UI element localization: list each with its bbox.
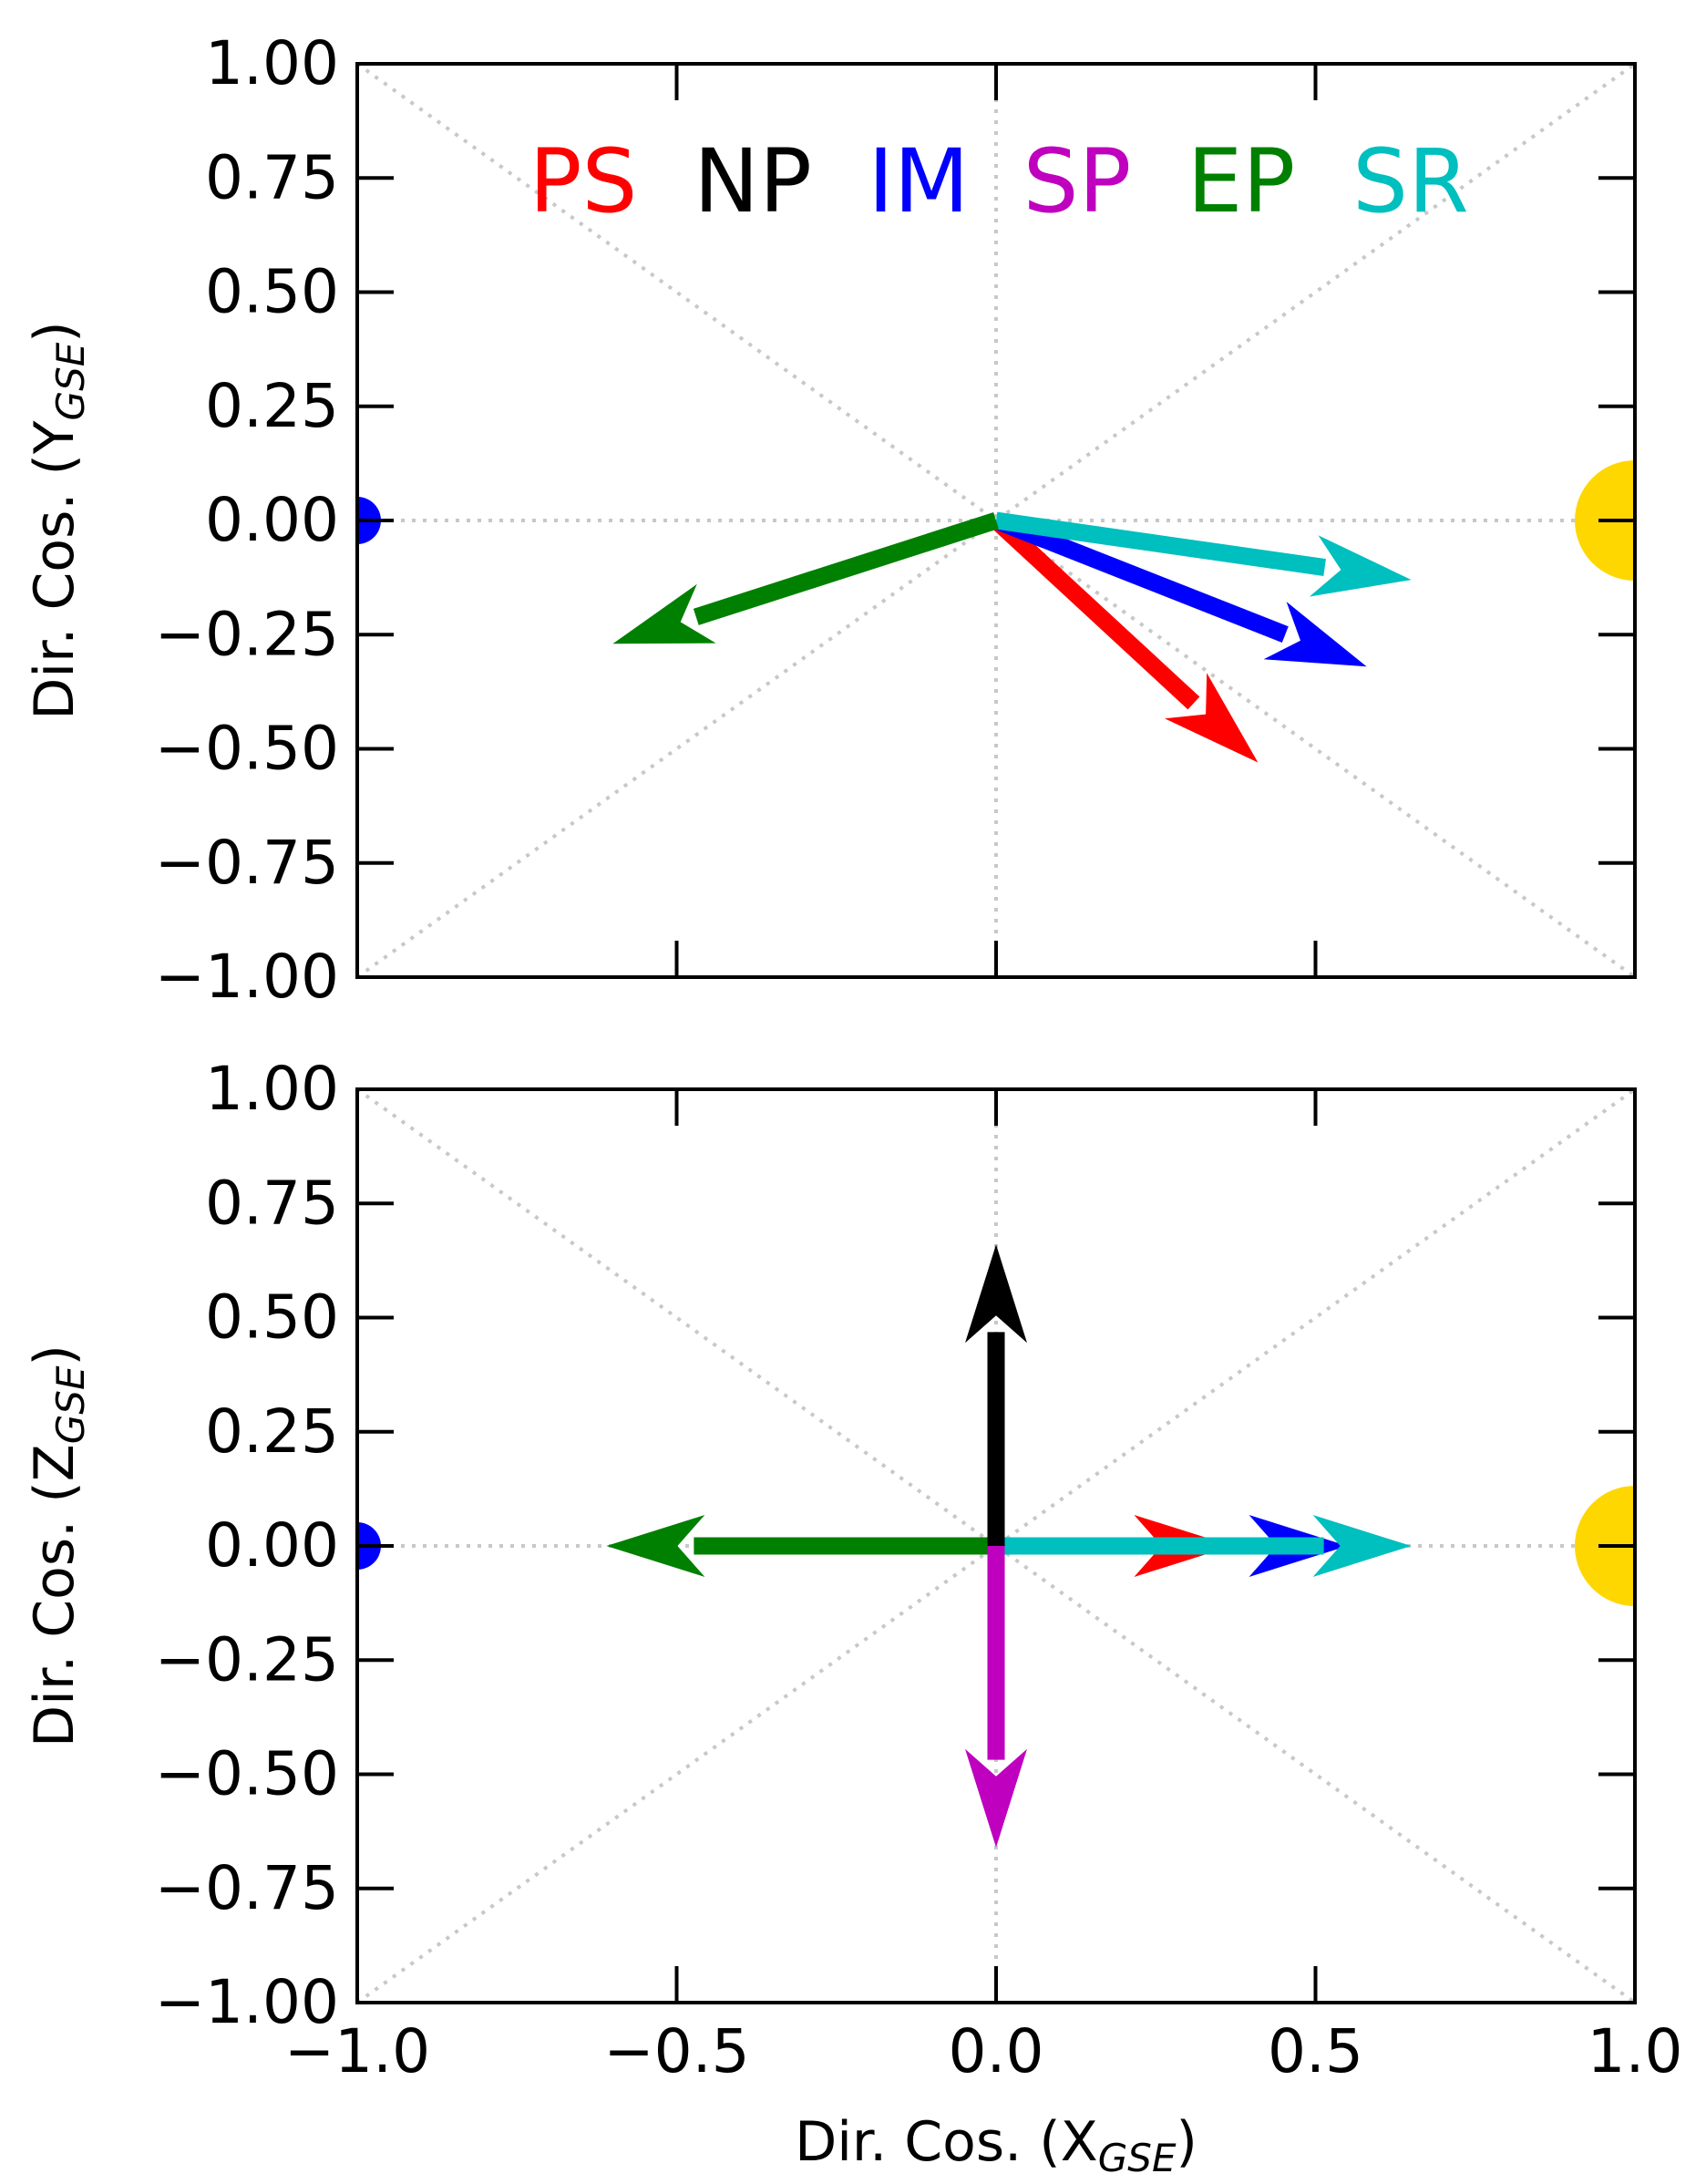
- y-tick-label: −0.25: [155, 599, 339, 669]
- vector-head: [1312, 1515, 1412, 1577]
- y-tick-label: −0.50: [155, 1739, 339, 1809]
- vector-ps: [990, 514, 1259, 763]
- top-panel-y-axis-label: Dir. Cos. (YGSE): [23, 321, 93, 719]
- x-tick-label: −0.5: [603, 2016, 749, 2086]
- vector-ep: [612, 511, 999, 644]
- vector-shaft: [992, 512, 1289, 643]
- y-tick-label: 0.25: [205, 371, 339, 441]
- top-panel-ticks: 1.00 0.75 0.50 0.25 0.00 −0.25 −0.50 −0.75 −1.00: [155, 28, 1637, 1012]
- y-tick-label: 1.00: [205, 28, 339, 98]
- legend-entry-sr: SR: [1352, 130, 1469, 232]
- vector-shaft: [693, 511, 999, 625]
- x-tick-label: 1.0: [1588, 2016, 1683, 2086]
- top-panel-vectors: [612, 511, 1412, 763]
- legend-entry-ep: EP: [1187, 130, 1296, 232]
- vector-sr: [996, 1515, 1412, 1577]
- y-tick-label: −1.00: [155, 1967, 339, 2037]
- vector-head: [965, 1748, 1027, 1848]
- y-tick-label: −0.75: [155, 1853, 339, 1923]
- vector-head: [1263, 602, 1367, 667]
- x-tick-label: 0.5: [1268, 2016, 1363, 2086]
- y-tick-label: 0.00: [205, 485, 339, 555]
- vector-head: [612, 583, 716, 644]
- legend-entry-ps: PS: [529, 130, 638, 232]
- y-tick-label: −0.25: [155, 1624, 339, 1695]
- vector-shaft: [994, 511, 1326, 576]
- legend-entry-sp: SP: [1023, 130, 1132, 232]
- y-tick-label: −0.50: [155, 714, 339, 784]
- y-tick-label: 1.00: [205, 1054, 339, 1124]
- y-tick-label: −0.75: [155, 828, 339, 898]
- x-tick-label: 0.0: [949, 2016, 1044, 2086]
- x-tick-label: −1.0: [284, 2016, 430, 2086]
- x-axis-label: Dir. Cos. (XGSE): [795, 2110, 1197, 2180]
- bottom-panel-vectors: [606, 1244, 1412, 1848]
- vector-np: [965, 1244, 1027, 1546]
- y-tick-label: 0.00: [205, 1510, 339, 1581]
- bottom-panel-ticks: 1.000.750.500.250.00−0.25−0.50−0.75−1.00…: [155, 1054, 1683, 2086]
- top-panel-yz-vs-x: 1.00 0.75 0.50 0.25 0.00 −0.25 −0.50 −0.75 −1.00…: [23, 28, 1637, 1012]
- bottom-panel-y-axis-label: Dir. Cos. (ZGSE): [23, 1344, 93, 1747]
- vector-head: [1309, 535, 1412, 597]
- legend: PS NP IM SP EP SR: [529, 130, 1469, 232]
- vector-shaft: [990, 514, 1200, 710]
- y-tick-label: 0.25: [205, 1396, 339, 1467]
- vector-head: [606, 1515, 705, 1577]
- y-tick-label: 0.75: [205, 142, 339, 212]
- vector-im: [992, 512, 1367, 667]
- bottom-panel-z-vs-x: 1.000.750.500.250.00−0.25−0.50−0.75−1.00…: [23, 1054, 1683, 2180]
- legend-entry-im: IM: [868, 130, 969, 232]
- legend-entry-np: NP: [694, 130, 812, 232]
- y-tick-label: 0.50: [205, 1283, 339, 1353]
- y-tick-label: 0.75: [205, 1168, 339, 1238]
- y-tick-label: 0.50: [205, 257, 339, 327]
- vector-sr: [994, 511, 1412, 597]
- vector-ep: [606, 1515, 996, 1577]
- vector-head: [1165, 673, 1259, 763]
- vector-head: [965, 1244, 1027, 1344]
- vector-sp: [965, 1546, 1027, 1848]
- y-tick-label: −1.00: [155, 942, 339, 1012]
